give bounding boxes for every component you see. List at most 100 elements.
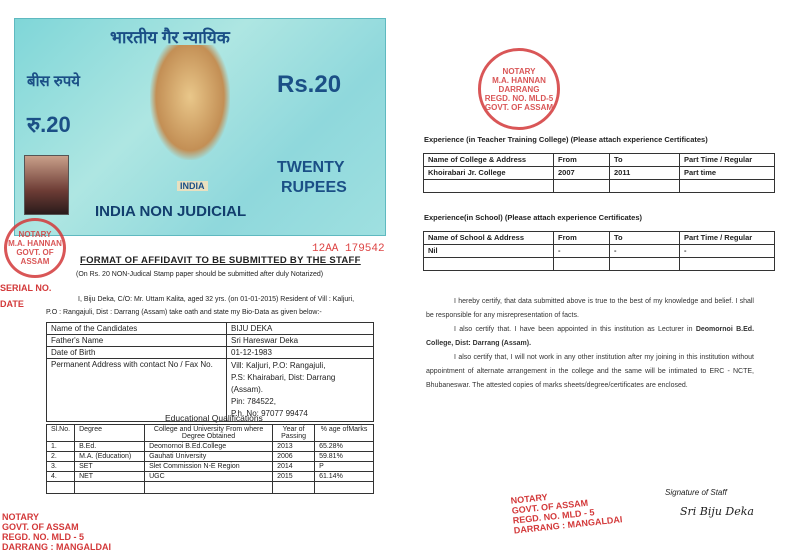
cell: Khoirabari Jr. College: [423, 166, 554, 180]
paragraph: I also certify that, I will not work in …: [426, 354, 754, 389]
bio-table: Name of the Candidates BIJU DEKA Father's…: [46, 322, 374, 422]
notary-line: NOTARY: [2, 512, 39, 522]
bio-value: 01-12-1983: [226, 346, 374, 359]
col-header: Name of School & Address: [423, 231, 554, 245]
stamp-country: INDIA: [177, 181, 208, 191]
signature: Sri Biju Deka: [680, 505, 754, 518]
seal-text: M.A. HANNAN: [8, 239, 62, 248]
col-header: College and University From where Degree…: [144, 424, 274, 442]
stamp-words-1: TWENTY: [277, 159, 345, 176]
col-header: Part Time / Regular: [679, 231, 775, 245]
cell: B.Ed.: [74, 441, 146, 452]
table-row: Name of College & Address From To Part T…: [423, 153, 775, 167]
cell: 2.: [45, 451, 76, 462]
bio-label: Date of Birth: [46, 346, 227, 359]
signature-label: Signature of Staff: [665, 488, 727, 497]
notary-text-left: NOTARY GOVT. OF ASSAM REGD. NO. MLD - 5 …: [2, 512, 111, 552]
notary-text-right: NOTARY GOVT. OF ASSAM REGD. NO. MLD - 5 …: [510, 484, 623, 536]
col-header: From: [553, 153, 610, 167]
stamp-serial: 12AA 179542: [312, 243, 385, 255]
seal-text: GOVT. OF ASSAM: [16, 248, 54, 266]
cell: -: [679, 244, 775, 258]
table-row: Name of School & Address From To Part Ti…: [423, 231, 775, 245]
cell: UGC: [144, 471, 274, 482]
table-row: 1. B.Ed. Deomornoi B.Ed.College 2013 65.28%: [45, 441, 374, 452]
table-row: 4. NET UGC 2015 61.14%: [45, 471, 374, 482]
affidavit-subtitle: (On Rs. 20 NON-Judical Stamp paper shoul…: [76, 271, 324, 278]
table-row: Sl.No. Degree College and University Fro…: [45, 424, 374, 442]
exp-school-title: Experience(in School) (Please attach exp…: [424, 213, 643, 222]
table-row: Nil - - -: [423, 244, 775, 258]
cell: 2007: [553, 166, 610, 180]
seal-text: M.A. HANNAN: [492, 75, 546, 85]
address-line: Vill: Kaljuri, P.O: Rangajuli,: [231, 361, 326, 370]
paragraph-text: I also certify that. I have been appoint…: [454, 326, 696, 333]
cell: 65.28%: [314, 441, 374, 452]
bio-label: Permanent Address with contact No / Fax …: [46, 358, 227, 422]
cell: Nil: [423, 244, 554, 258]
bio-value: Vill: Kaljuri, P.O: Rangajuli, P.S: Khai…: [226, 358, 374, 422]
cell: SET: [74, 461, 146, 472]
cell: 3.: [45, 461, 76, 472]
intro-line-1: I, Biju Deka, C/O: Mr. Uttam Kalita, age…: [78, 296, 355, 303]
emblem-image: [150, 45, 230, 160]
cell: 61.14%: [314, 471, 374, 482]
cell: -: [553, 244, 610, 258]
exp-school-table: Name of School & Address From To Part Ti…: [423, 231, 775, 271]
notary-seal-right: NOTARY M.A. HANNAN DARRANG REGD. NO. MLD…: [478, 48, 560, 130]
seal-text: GOVT. OF ASSAM: [484, 102, 554, 112]
seal-text: NOTARY: [18, 230, 52, 239]
paragraph: I also certify that. I have been appoint…: [426, 323, 754, 351]
cell: 2015: [272, 471, 316, 482]
seal-text: NOTARY: [502, 66, 536, 76]
cell: 2014: [272, 461, 316, 472]
paragraph-bold: Deomornoi B.Ed. College, Dist: Darrang (…: [426, 326, 755, 347]
cell: 2013: [272, 441, 316, 452]
col-header: Name of College & Address: [423, 153, 554, 167]
serial-label: SERIAL NO.: [0, 283, 52, 293]
bio-value: Sri Hareswar Deka: [226, 334, 374, 347]
seal-text: DARRANG: [498, 84, 540, 94]
table-row-empty: [45, 481, 374, 494]
table-row-empty: [423, 179, 775, 193]
cell: 1.: [45, 441, 76, 452]
stamp-hindi-amount: रु.20: [27, 112, 71, 137]
table-row: Khoirabari Jr. College 2007 2011 Part ti…: [423, 166, 775, 180]
cell: NET: [74, 471, 146, 482]
address-line: P.h. No: 97077 99474: [231, 409, 308, 418]
col-header: Part Time / Regular: [679, 153, 775, 167]
cell: 2006: [272, 451, 316, 462]
col-header: From: [553, 231, 610, 245]
notary-seal-left: NOTARY M.A. HANNAN GOVT. OF ASSAM: [4, 218, 66, 278]
edu-title: Educational Qualifications: [165, 413, 263, 423]
stamp-hindi-title: भारतीय गैर न्यायिक: [110, 28, 230, 47]
table-row: 3. SET Slet Commission N-E Region 2014 P: [45, 461, 374, 472]
table-row-empty: [423, 257, 775, 271]
col-header: To: [609, 231, 680, 245]
bio-label: Name of the Candidates: [46, 322, 227, 335]
notary-line: REGD. NO. MLD - 5: [2, 532, 85, 542]
cell: Gauhati University: [144, 451, 274, 462]
stamp-type: INDIA NON JUDICIAL: [95, 203, 247, 220]
table-row: Name of the Candidates BIJU DEKA: [46, 322, 374, 335]
stamp-words-2: RUPEES: [281, 179, 347, 196]
notary-line: DARRANG : MANGALDAI: [2, 542, 111, 552]
cell: M.A. (Education): [74, 451, 146, 462]
address-line: Pin: 784522,: [231, 397, 276, 406]
date-label: DATE: [0, 299, 24, 309]
table-row: Date of Birth 01-12-1983: [46, 346, 374, 359]
bio-label: Father's Name: [46, 334, 227, 347]
notary-line: GOVT. OF ASSAM: [2, 522, 79, 532]
table-row: 2. M.A. (Education) Gauhati University 2006…: [45, 451, 374, 462]
table-row: Father's Name Sri Hareswar Deka: [46, 334, 374, 347]
certification-text: I hereby certify, that data submitted ab…: [426, 295, 754, 393]
cell: P: [314, 461, 374, 472]
stamp-amount: Rs.20: [277, 71, 342, 98]
intro-line-2: P.O : Rangajuli, Dist : Darrang (Assam) …: [46, 309, 322, 316]
cell: 4.: [45, 471, 76, 482]
exp-college-title: Experience (in Teacher Training College)…: [424, 135, 708, 144]
cell: Deomornoi B.Ed.College: [144, 441, 274, 452]
cell: -: [609, 244, 680, 258]
paragraph: I hereby certify, that data submitted ab…: [426, 298, 754, 319]
edu-table: Sl.No. Degree College and University Fro…: [45, 424, 374, 494]
